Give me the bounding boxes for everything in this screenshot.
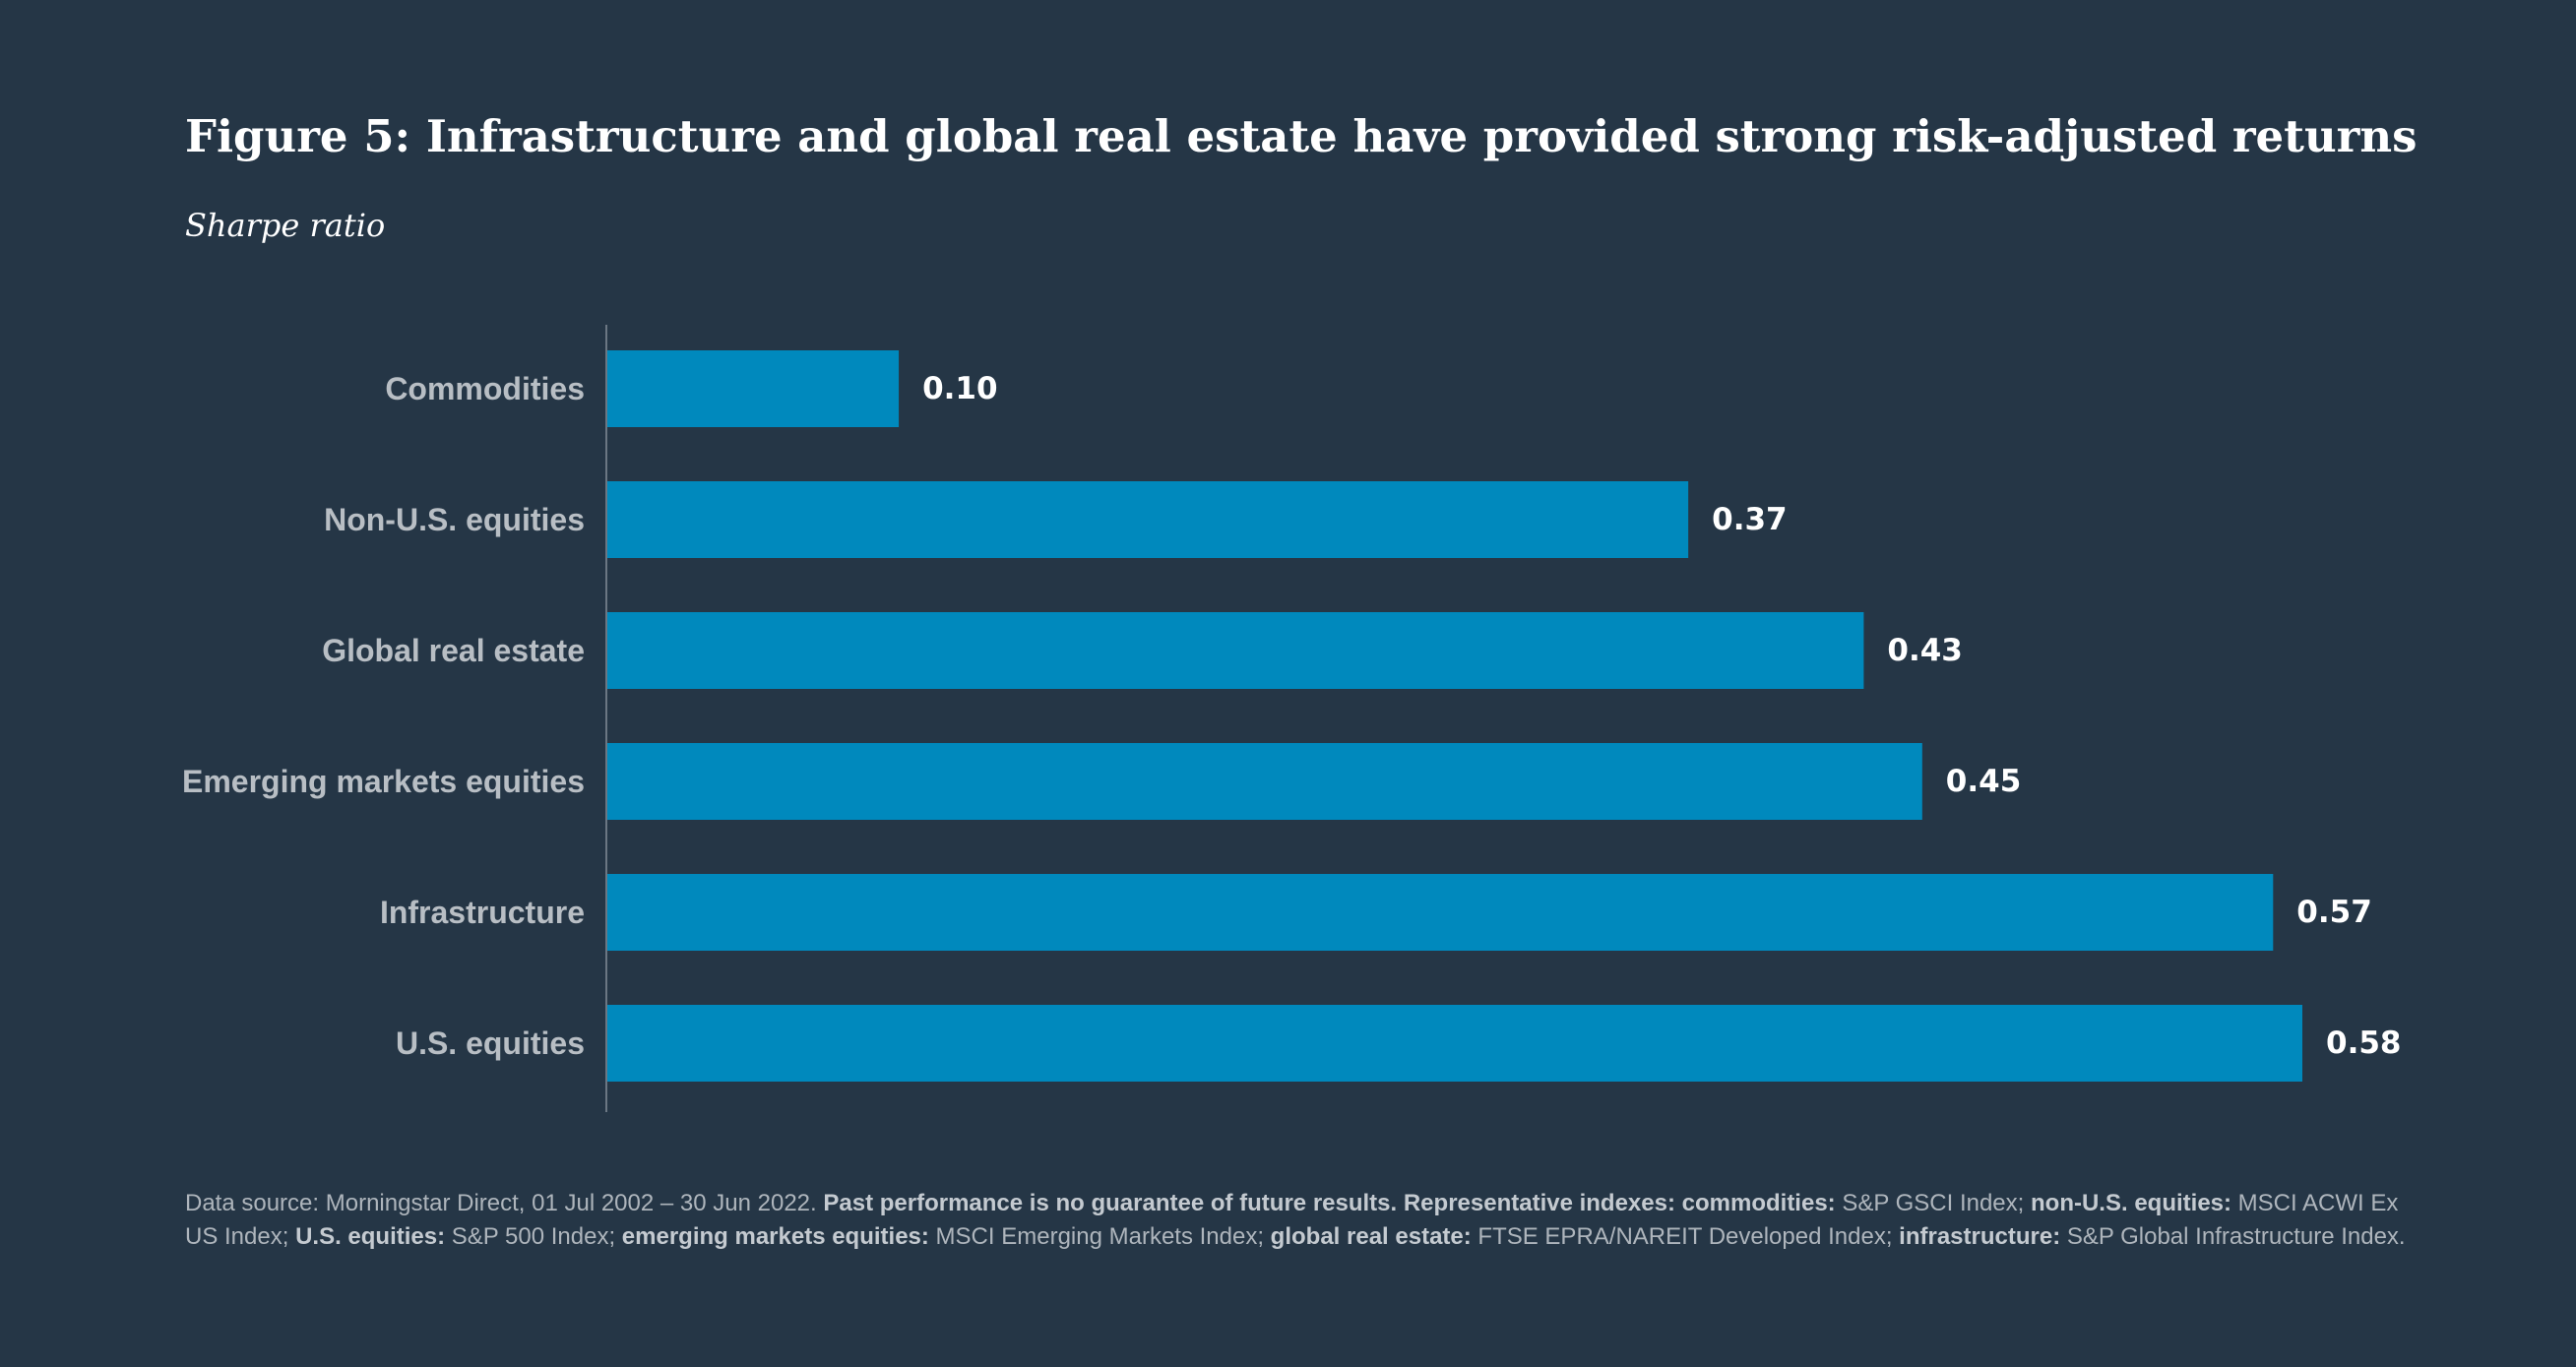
chart-subtitle: Sharpe ratio <box>185 207 386 244</box>
footnote-segment: MSCI ACWI Ex US Index; <box>185 1190 2399 1250</box>
bar-infrastructure <box>606 874 2274 951</box>
chart-title: Figure 5: Infrastructure and global real… <box>185 110 2418 162</box>
footnote-segment: S&P GSCI Index; <box>1835 1190 2031 1216</box>
footnote-bold-segment: global real estate: <box>1270 1223 1472 1250</box>
value-label: 0.57 <box>2296 895 2372 930</box>
bars-group: Commodities 0.10 Non-U.S. equities 0.37 Glob… <box>182 350 2402 1082</box>
category-label: Global real estate <box>322 633 585 668</box>
footnote-segment: S&P 500 Index; <box>445 1223 622 1250</box>
footnote: Data source: Morningstar Direct, 01 Jul … <box>185 1187 2429 1254</box>
bar-non-u-s-equities <box>606 481 1689 558</box>
footnote-bold-segment: emerging markets equities: <box>621 1223 929 1250</box>
value-label: 0.43 <box>1887 633 1963 668</box>
value-label: 0.10 <box>922 371 998 406</box>
footnote-bold-segment: non-U.S. equities: <box>2031 1190 2231 1216</box>
footnote-segment: FTSE EPRA/NAREIT Developed Index; <box>1471 1223 1900 1250</box>
value-label: 0.45 <box>1946 764 2022 799</box>
bar-emerging-markets-equities <box>606 743 1922 820</box>
footnote-bold-segment: Past performance is no guarantee of futu… <box>823 1190 1836 1216</box>
category-label: Commodities <box>385 371 585 406</box>
bar-u-s-equities <box>606 1005 2302 1082</box>
category-label: Non-U.S. equities <box>324 502 585 537</box>
footnote-segment: Data source: Morningstar Direct, 01 Jul … <box>185 1190 824 1216</box>
footnote-bold-segment: infrastructure: <box>1899 1223 2061 1250</box>
category-label: U.S. equities <box>396 1025 585 1061</box>
footnote-segment: S&P Global Infrastructure Index. <box>2060 1223 2406 1250</box>
bar-global-real-estate <box>606 612 1864 689</box>
value-label: 0.37 <box>1712 502 1788 537</box>
category-label: Infrastructure <box>380 895 585 930</box>
category-label: Emerging markets equities <box>182 764 585 799</box>
footnote-segment: MSCI Emerging Markets Index; <box>928 1223 1271 1250</box>
footnote-bold-segment: U.S. equities: <box>295 1223 446 1250</box>
bar-commodities <box>606 350 900 427</box>
value-label: 0.58 <box>2326 1025 2402 1061</box>
